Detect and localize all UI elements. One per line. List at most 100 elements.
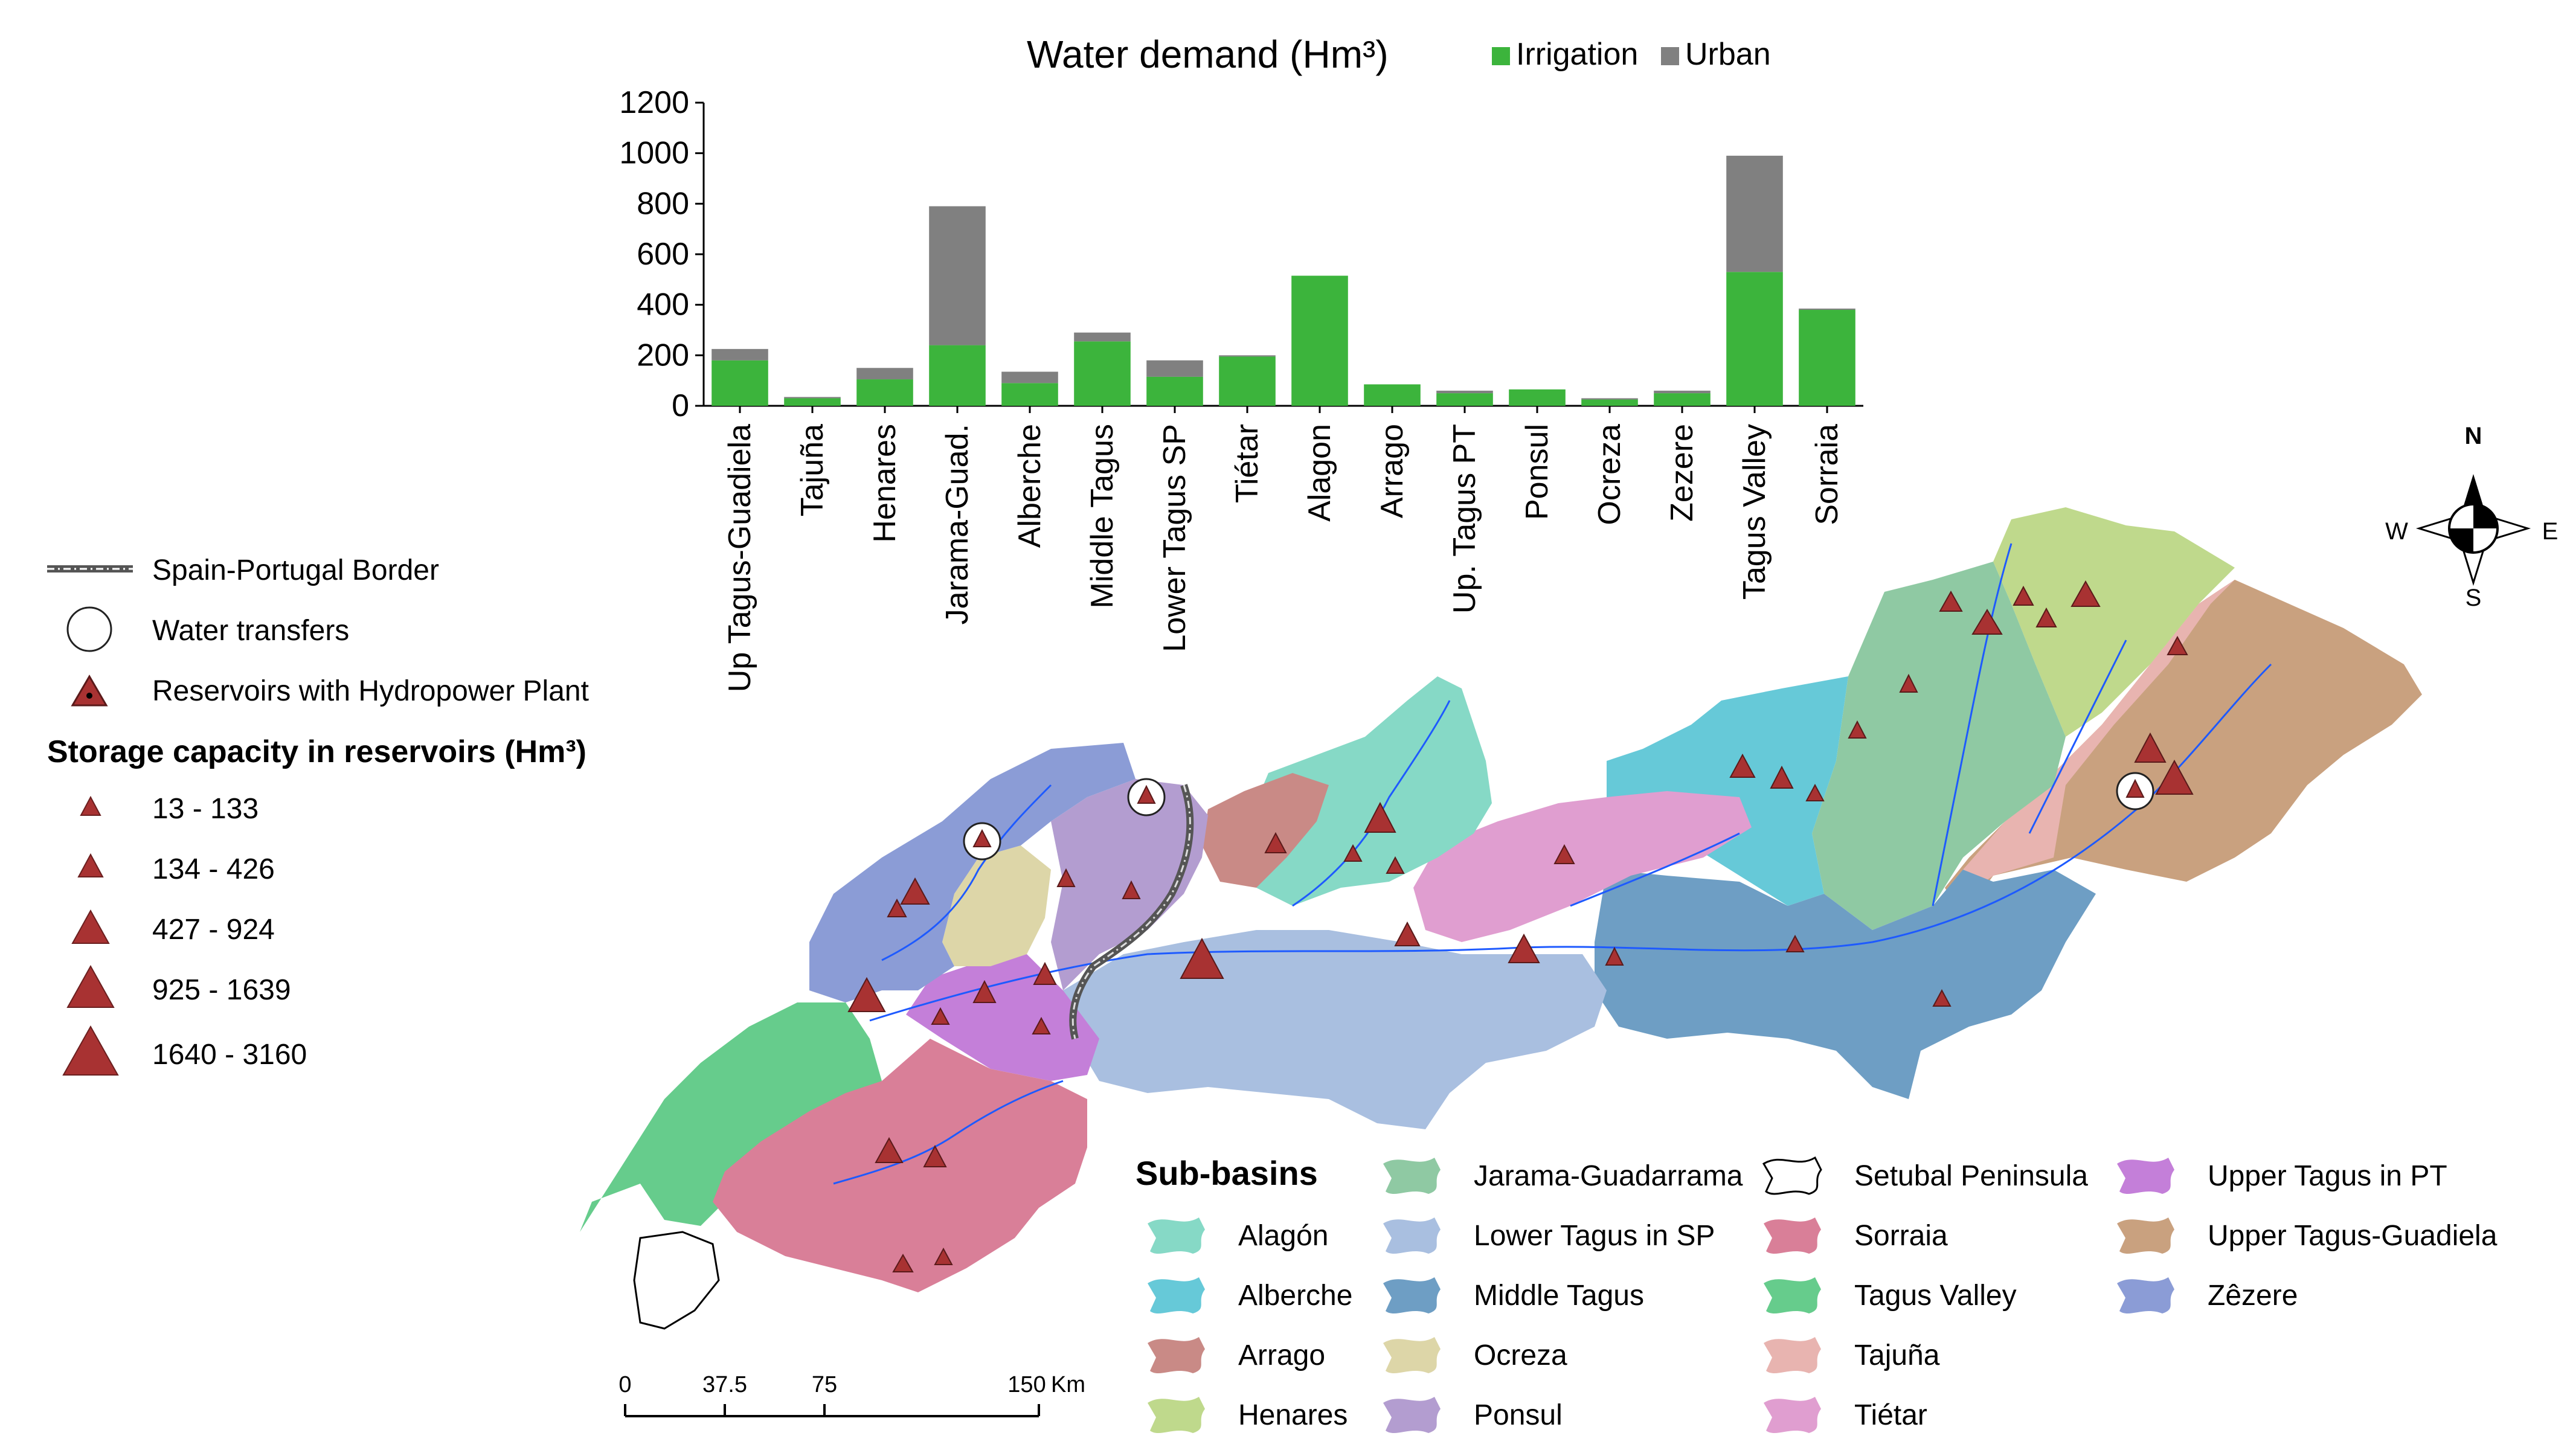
subbasin-label: Setubal Peninsula xyxy=(1854,1160,2088,1192)
reservoir xyxy=(1508,933,1540,963)
x-tick-label: Up. Tagus PT xyxy=(1447,424,1482,614)
subbasin-label: Tagus Valley xyxy=(1854,1280,2017,1312)
bar-irrigation xyxy=(1436,393,1493,406)
x-tick-label: Zezere xyxy=(1665,424,1700,522)
subbasin-jarama-guadarrama xyxy=(1812,562,2066,930)
storage-capacity-title: Storage capacity in reservoirs (Hm³) xyxy=(47,734,586,769)
reservoir xyxy=(900,877,930,905)
reservoir xyxy=(1364,801,1396,833)
subbasin-polygons xyxy=(580,507,2422,1330)
reservoir xyxy=(2035,607,2057,627)
map-legend: Spain-Portugal Border Water transfers Re… xyxy=(47,554,589,1076)
subbasin-tagus-valley xyxy=(580,1002,882,1232)
x-tick-label: Tagus Valley xyxy=(1737,424,1772,600)
bar-irrigation xyxy=(1364,384,1421,406)
reservoir xyxy=(2155,759,2194,795)
subbasin-label: Tiétar xyxy=(1854,1399,1927,1431)
reservoir xyxy=(2167,635,2188,655)
legend-transfers-label: Water transfers xyxy=(152,615,349,647)
bar-irrigation xyxy=(1726,272,1783,406)
subbasin-label: Sorraia xyxy=(1854,1220,1948,1252)
reservoir xyxy=(887,898,907,917)
reservoir xyxy=(934,1247,953,1265)
x-tick-label: Alagon xyxy=(1302,424,1337,522)
compass-north-point xyxy=(2461,474,2485,513)
x-tick-label: Arrago xyxy=(1375,424,1410,518)
bar-urban xyxy=(1146,360,1203,377)
x-tick-label: Henares xyxy=(867,424,902,543)
subbasin-swatch xyxy=(1383,1217,1441,1254)
bar-irrigation xyxy=(1654,393,1711,406)
subbasin-label: Lower Tagus in SP xyxy=(1474,1220,1715,1252)
subbasins-legend: Sub-basins Alagón Alberche Arrago Henares Ja… xyxy=(1136,1154,2498,1433)
reservoir xyxy=(1264,832,1287,853)
subbasin-setubal-peninsula xyxy=(633,1231,720,1330)
subbasin-label: Zêzere xyxy=(2208,1280,2298,1312)
legend-swatch-irrigation xyxy=(1492,47,1510,65)
bar-urban xyxy=(856,368,913,380)
subbasin-swatch xyxy=(1148,1217,1205,1254)
reservoir-symbol xyxy=(71,675,108,707)
x-tick-label: Sorraia xyxy=(1810,424,1845,525)
subbasin-henares xyxy=(1993,507,2235,737)
zezere-river xyxy=(881,784,1052,961)
subbasin-swatch xyxy=(1764,1337,1821,1373)
bar-urban xyxy=(1219,355,1276,357)
subbasin-lower-tagus-sp xyxy=(1063,930,1607,1129)
reservoir xyxy=(2070,580,2101,607)
legend-label-irrigation: Irrigation xyxy=(1516,37,1638,72)
subbasin-swatch xyxy=(1762,1156,1822,1195)
bar-urban xyxy=(1654,390,1711,394)
legend-label-urban: Urban xyxy=(1685,37,1771,72)
bar-urban xyxy=(1799,308,1855,310)
bar-urban xyxy=(712,348,768,361)
y-tick-label: 400 xyxy=(637,287,689,322)
x-tick-label: Tajuña xyxy=(795,424,830,516)
y-tick-label: 800 xyxy=(637,186,689,221)
subbasin-label: Middle Tagus xyxy=(1474,1280,1644,1312)
reservoir xyxy=(892,1253,914,1272)
reservoir xyxy=(1553,844,1575,864)
subbasins-title: Sub-basins xyxy=(1136,1154,1318,1192)
subbasin-swatch xyxy=(2117,1158,2174,1194)
legend-reservoirs-label: Reservoirs with Hydropower Plant xyxy=(152,675,589,707)
bar-irrigation xyxy=(784,398,841,406)
subbasin-tajuna xyxy=(1951,580,2235,906)
subbasin-swatch xyxy=(1383,1277,1441,1313)
subbasin-label: Upper Tagus-Guadiela xyxy=(2208,1220,2498,1252)
subbasin-label: Ponsul xyxy=(1474,1399,1563,1431)
reservoir xyxy=(1032,1016,1051,1034)
henares-river xyxy=(2028,640,2127,834)
bar-urban xyxy=(784,397,841,399)
storage-class-4-symbol xyxy=(66,964,115,1008)
sorraia-river xyxy=(833,1080,1064,1185)
reservoir xyxy=(847,977,886,1012)
compass-quadrant-ne xyxy=(2473,504,2498,528)
x-tick-label: Alberche xyxy=(1012,424,1047,548)
subbasin-tietar xyxy=(1413,791,1752,942)
reservoir xyxy=(2134,732,2167,763)
subbasin-swatch xyxy=(1383,1397,1441,1433)
subbasin-swatch xyxy=(1148,1277,1205,1313)
y-tick-label: 0 xyxy=(672,388,689,423)
bar-urban xyxy=(1436,390,1493,394)
storage-class-2-symbol xyxy=(77,853,104,877)
storage-class-3-symbol xyxy=(71,909,110,944)
subbasin-upper-tagus-guadiela xyxy=(1945,580,2422,918)
reservoir xyxy=(1180,937,1224,979)
chart-title: Water demand (Hm³) xyxy=(1027,33,1389,76)
reservoir xyxy=(2125,778,2145,798)
reservoir xyxy=(1899,673,1918,693)
north-arrow-icon: N S W E xyxy=(2385,423,2558,611)
subbasin-swatch xyxy=(1383,1337,1441,1373)
storage-class-3-label: 427 - 924 xyxy=(152,914,275,946)
reservoir xyxy=(1394,921,1421,946)
hydropower-dot xyxy=(86,693,92,699)
x-tick-label: Tiétar xyxy=(1230,424,1265,503)
subbasin-arrago xyxy=(1202,773,1329,888)
bar-urban xyxy=(929,206,986,345)
scale-label-2: 75 xyxy=(812,1372,837,1397)
alagon-river xyxy=(1292,700,1451,907)
bar-irrigation xyxy=(712,360,768,406)
bar-irrigation xyxy=(1581,399,1638,406)
